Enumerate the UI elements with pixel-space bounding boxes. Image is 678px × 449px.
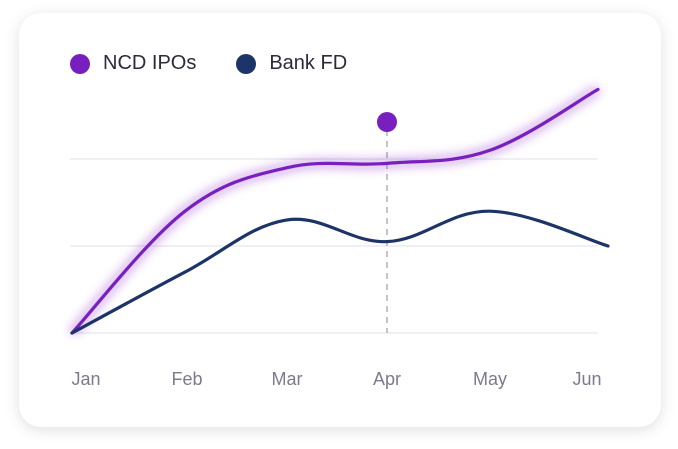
x-tick-label: Jun: [572, 369, 601, 389]
highlight: [377, 112, 397, 333]
highlight-dot: [377, 112, 397, 132]
legend-swatch-ncd: [70, 53, 90, 74]
legend-item-fd[interactable]: Bank FD: [236, 52, 347, 75]
legend-item-ncd[interactable]: NCD IPOs: [70, 52, 196, 75]
series-line-fd: [70, 209, 610, 335]
legend-label-fd: Bank FD: [269, 52, 348, 74]
x-tick-label: Feb: [171, 369, 202, 389]
x-axis: Jan Feb Mar Apr May Jun: [71, 369, 601, 389]
legend: NCD IPOs Bank FD: [70, 52, 387, 75]
chart-card: [19, 13, 661, 427]
legend-label-ncd: NCD IPOs: [103, 52, 197, 74]
series: [68, 85, 610, 337]
series-line-ncd: [70, 87, 600, 335]
x-tick-label: May: [473, 369, 507, 389]
x-tick-label: Jan: [71, 369, 100, 389]
series-glow-ncd: [68, 85, 601, 337]
legend-swatch-fd: [236, 53, 257, 74]
x-tick-label: Mar: [272, 369, 303, 389]
x-tick-label: Apr: [373, 369, 401, 389]
